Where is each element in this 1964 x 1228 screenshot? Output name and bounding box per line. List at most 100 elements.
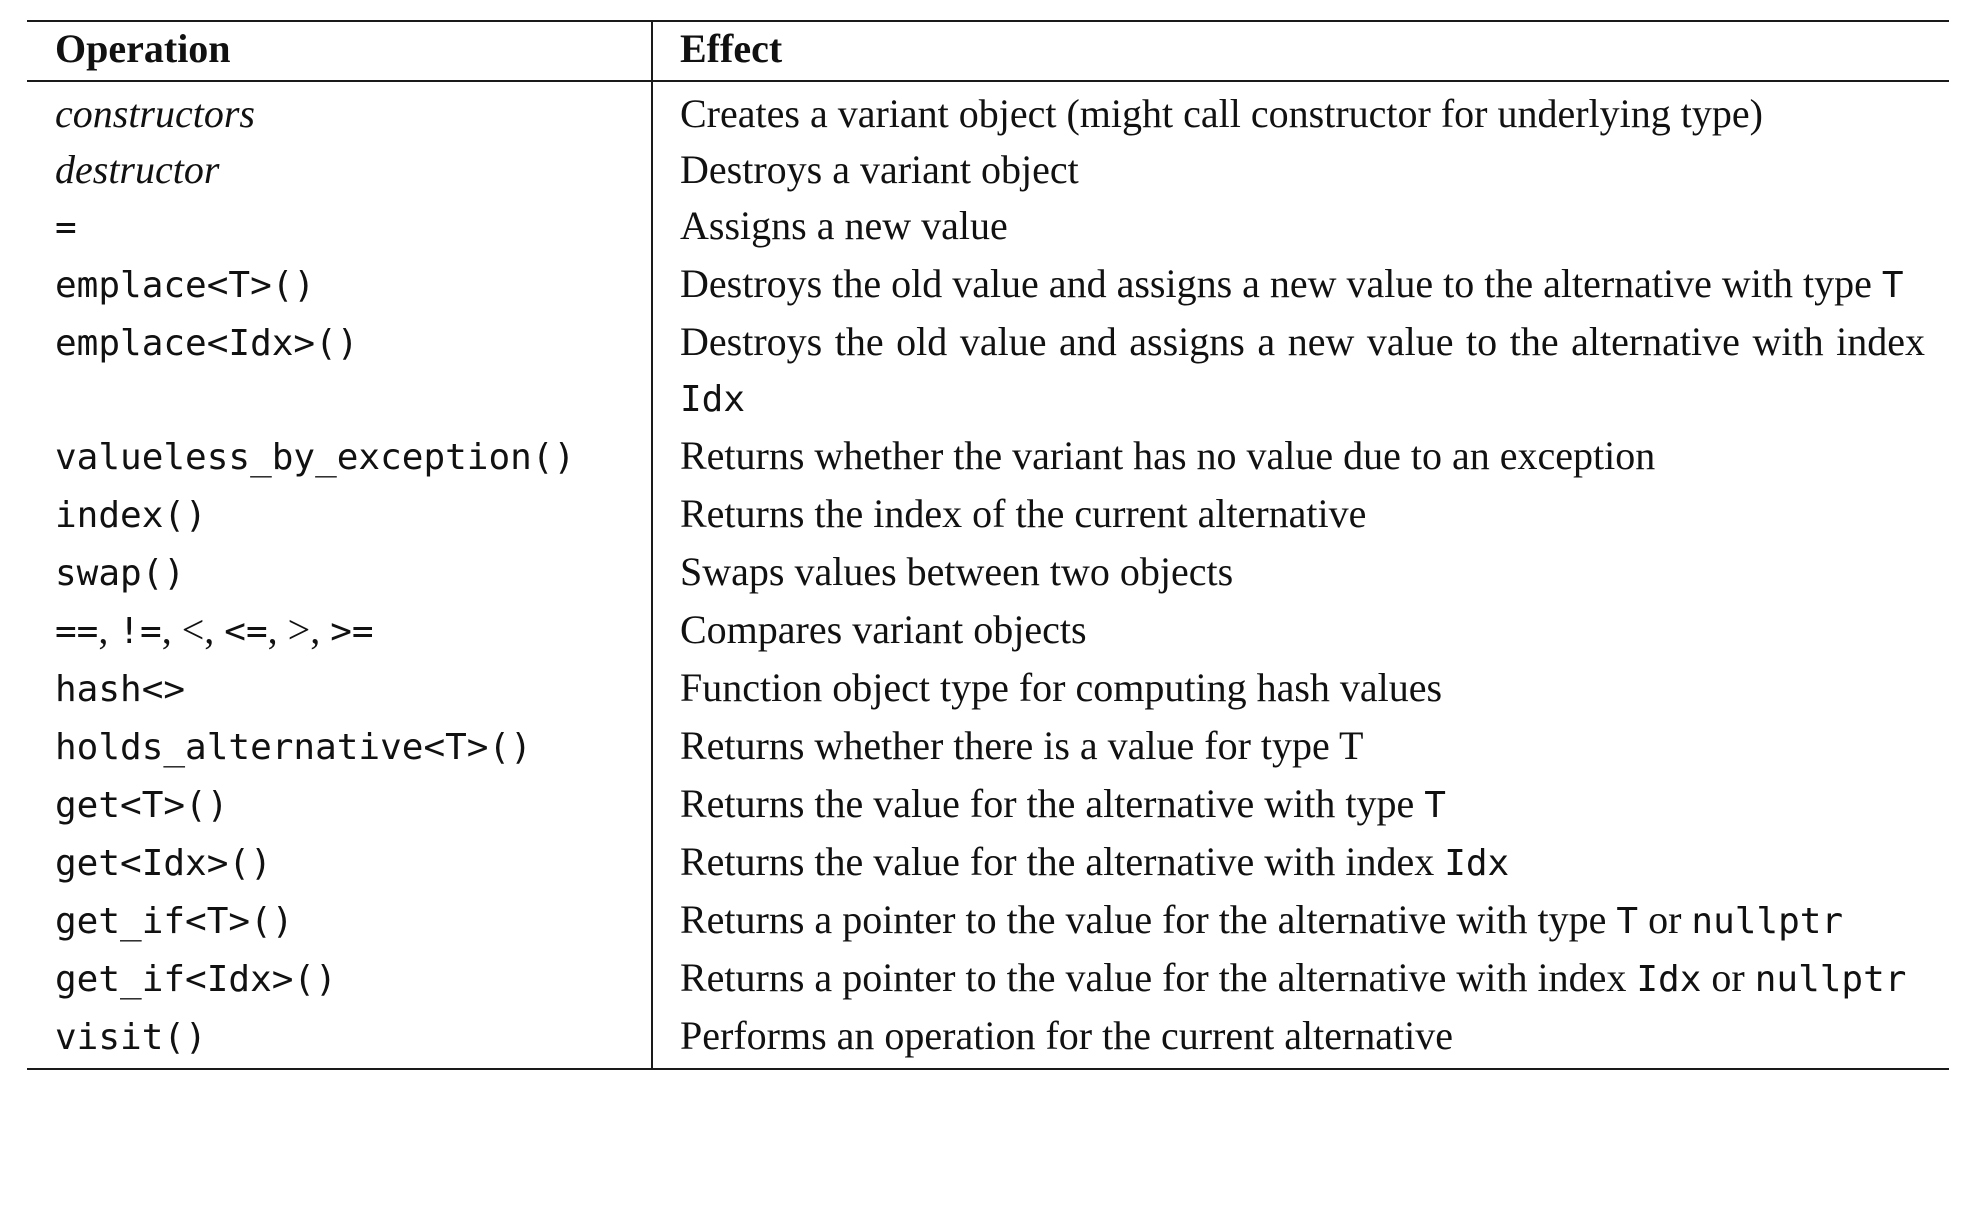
effect-cell: Assigns a new value [652, 198, 1949, 256]
operation-code: == [55, 611, 99, 652]
table-header-row: Operation Effect [27, 21, 1949, 82]
effect-cell: Creates a variant object (might call con… [652, 81, 1949, 142]
effect-cell: Destroys the old value and assigns a new… [652, 256, 1949, 314]
table-row: = Assigns a new value [27, 198, 1949, 256]
operation-code: holds_alternative<T>() [55, 727, 532, 768]
effect-cell: Destroys a variant object [652, 142, 1949, 198]
operation-cell: index() [27, 486, 653, 544]
effect-code: Idx [1444, 843, 1510, 884]
operation-code: >= [330, 611, 374, 652]
operation-text: , <, [161, 607, 225, 652]
operation-code: valueless_by_exception() [55, 437, 576, 478]
effect-text: Returns a pointer to the value for the a… [680, 955, 1637, 1000]
table-row: emplace<Idx>() Destroys the old value and… [27, 314, 1949, 428]
operation-cell: constructors [27, 81, 653, 142]
operation-text: constructors [55, 91, 255, 136]
table-row: get<T>() Returns the value for the altern… [27, 776, 1949, 834]
operation-cell: get<Idx>() [27, 834, 653, 892]
effect-code: nullptr [1754, 959, 1907, 1000]
operation-text: , >, [267, 607, 331, 652]
operation-cell: visit() [27, 1008, 653, 1069]
effect-text: Destroys a variant object [680, 147, 1079, 192]
operation-cell: get_if<Idx>() [27, 950, 653, 1008]
effect-cell: Returns whether there is a value for typ… [652, 718, 1949, 776]
effect-text: Assigns a new value [680, 203, 1008, 248]
operation-code: swap() [55, 553, 186, 594]
effect-code: nullptr [1691, 901, 1844, 942]
effect-cell: Returns the value for the alternative wi… [652, 834, 1949, 892]
operation-cell: destructor [27, 142, 653, 198]
operation-cell: swap() [27, 544, 653, 602]
table-body: constructors Creates a variant object (mi… [27, 81, 1949, 1069]
effect-code: T [1881, 265, 1904, 306]
operation-code: get<Idx>() [55, 843, 272, 884]
table-row: index() Returns the index of the current … [27, 486, 1949, 544]
table-row: holds_alternative<T>() Returns whether th… [27, 718, 1949, 776]
operation-code: emplace<Idx>() [55, 323, 359, 364]
effect-code: T [1616, 901, 1639, 942]
operation-cell: get<T>() [27, 776, 653, 834]
effect-cell: Function object type for computing hash … [652, 660, 1949, 718]
operation-code: get_if<Idx>() [55, 959, 337, 1000]
header-operation: Operation [27, 21, 653, 82]
effect-code: Idx [680, 379, 746, 420]
table-row: get_if<Idx>() Returns a pointer to the va… [27, 950, 1949, 1008]
effect-text: Returns the value for the alternative wi… [680, 839, 1445, 884]
table-row: get_if<T>() Returns a pointer to the valu… [27, 892, 1949, 950]
operation-text: , [98, 607, 119, 652]
effect-text: Compares variant objects [680, 607, 1087, 652]
effect-text: Destroys the old value and assigns a new… [680, 319, 1935, 364]
effect-cell: Destroys the old value and assigns a new… [652, 314, 1949, 428]
effect-text: Returns the value for the alternative wi… [680, 781, 1425, 826]
operation-cell: hash<> [27, 660, 653, 718]
effect-cell: Performs an operation for the current al… [652, 1008, 1949, 1069]
table-row: hash<> Function object type for computing… [27, 660, 1949, 718]
effect-text: Returns whether the variant has no value… [680, 433, 1656, 478]
operation-cell: get_if<T>() [27, 892, 653, 950]
operations-table: Operation Effect constructors Creates a v… [27, 20, 1949, 1070]
table-row: destructor Destroys a variant object [27, 142, 1949, 198]
table-row: get<Idx>() Returns the value for the alte… [27, 834, 1949, 892]
table-row: ==, !=, <, <=, >, >= Compares variant obj… [27, 602, 1949, 660]
effect-code: Idx [1636, 959, 1702, 1000]
effect-code: T [1424, 785, 1446, 826]
effect-cell: Returns the index of the current alterna… [652, 486, 1949, 544]
table-row: emplace<T>() Destroys the old value and a… [27, 256, 1949, 314]
operation-code: visit() [55, 1017, 207, 1058]
effect-text: Returns a pointer to the value for the a… [680, 897, 1617, 942]
table-row: constructors Creates a variant object (mi… [27, 81, 1949, 142]
effect-cell: Returns a pointer to the value for the a… [652, 892, 1949, 950]
operation-cell: holds_alternative<T>() [27, 718, 653, 776]
operation-code: != [118, 611, 162, 652]
effect-cell: Compares variant objects [652, 602, 1949, 660]
operation-cell: = [27, 198, 653, 256]
operation-cell: ==, !=, <, <=, >, >= [27, 602, 653, 660]
operation-code: <= [224, 611, 268, 652]
operation-cell: emplace<T>() [27, 256, 653, 314]
operation-code: emplace<T>() [55, 265, 316, 306]
effect-cell: Returns a pointer to the value for the a… [652, 950, 1949, 1008]
effect-text: Performs an operation for the current al… [680, 1013, 1454, 1058]
effect-text: Function object type for computing hash … [680, 665, 1443, 710]
operation-code: get_if<T>() [55, 901, 294, 942]
effect-text: or [1701, 955, 1755, 1000]
effect-cell: Swaps values between two objects [652, 544, 1949, 602]
header-effect: Effect [652, 21, 1949, 82]
table-row: valueless_by_exception() Returns whether … [27, 428, 1949, 486]
effect-text: Destroys the old value and assigns a new… [680, 261, 1882, 306]
effect-text: or [1638, 897, 1692, 942]
operation-code: hash<> [55, 669, 186, 710]
operation-text: destructor [55, 147, 220, 192]
effect-cell: Returns the value for the alternative wi… [652, 776, 1949, 834]
operation-code: get<T>() [55, 785, 229, 826]
operation-code: index() [55, 495, 207, 536]
effect-text: Swaps values between two objects [680, 549, 1234, 594]
operation-cell: valueless_by_exception() [27, 428, 653, 486]
effect-text: Returns whether there is a value for typ… [680, 723, 1364, 768]
operation-code: = [55, 207, 77, 248]
table-row: swap() Swaps values between two objects [27, 544, 1949, 602]
operation-cell: emplace<Idx>() [27, 314, 653, 428]
effect-text: Returns the index of the current alterna… [680, 491, 1367, 536]
effect-text: Creates a variant object (might call con… [680, 91, 1763, 136]
effect-cell: Returns whether the variant has no value… [652, 428, 1949, 486]
